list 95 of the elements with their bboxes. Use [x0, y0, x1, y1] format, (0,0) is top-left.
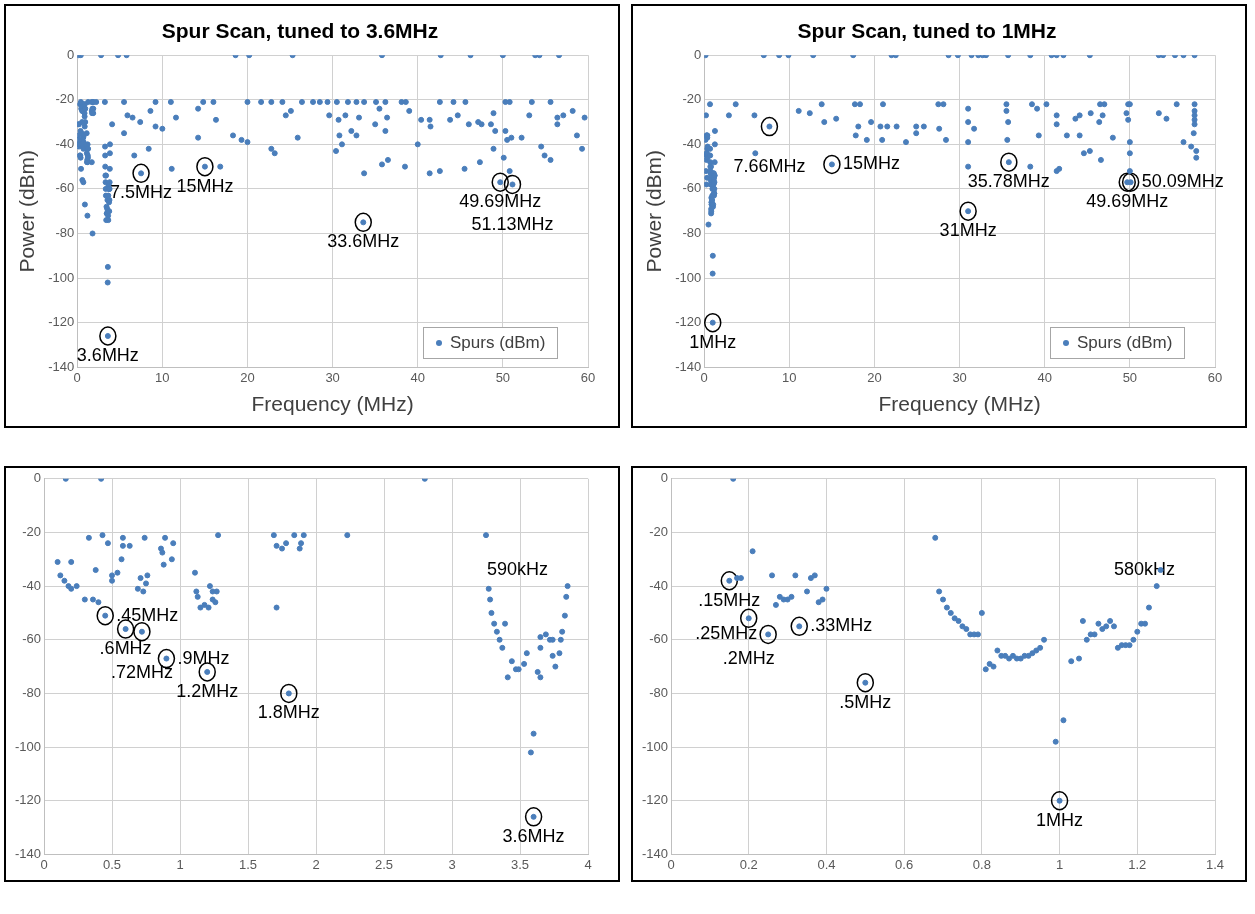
annotation: 35.78MHz — [967, 171, 1050, 192]
annotation: 580kHz — [1113, 559, 1175, 580]
y-tick-label: -100 — [48, 269, 75, 285]
y-tick-label: 0 — [660, 470, 669, 486]
y-tick-label: -20 — [22, 524, 42, 540]
annotation: 31MHz — [939, 220, 997, 241]
x-tick-label: 0.5 — [102, 856, 122, 872]
x-tick-label: 1.5 — [238, 856, 258, 872]
y-tick-label: -20 — [649, 524, 669, 540]
y-tick-label: -120 — [48, 314, 75, 330]
y-tick-label: -60 — [649, 631, 669, 647]
annotation: 49.69MHz — [1086, 191, 1169, 212]
x-tick-label: 2.5 — [374, 856, 394, 872]
y-tick-label: -40 — [682, 135, 702, 151]
chart-title: Spur Scan, tuned to 1MHz — [797, 19, 1057, 43]
annotation: 7.66MHz — [733, 156, 806, 177]
chart-title: Spur Scan, tuned to 3.6MHz — [161, 19, 439, 43]
x-tick-label: 10 — [155, 369, 170, 385]
y-tick-label: -140 — [641, 845, 669, 861]
x-tick-label: 60 — [1207, 369, 1223, 385]
x-tick-label: 60 — [580, 369, 596, 385]
y-tick-label: -40 — [55, 135, 75, 151]
annotation: 33.6MHz — [327, 231, 400, 252]
x-tick-label: 40 — [410, 369, 425, 385]
annotation: 590kHz — [486, 559, 548, 580]
x-tick-label: 3 — [448, 856, 456, 872]
x-axis-title: Frequency (MHz) — [878, 392, 1041, 416]
annotation: .5MHz — [839, 691, 892, 712]
y-tick-label: -120 — [675, 314, 702, 330]
annotation: 7.5MHz — [110, 182, 173, 203]
annotation: 51.13MHz — [471, 214, 554, 235]
y-tick-label: -100 — [675, 269, 702, 285]
y-tick-label: -100 — [641, 738, 669, 754]
annotation: 3.6MHz — [502, 825, 565, 846]
y-tick-label: -120 — [14, 792, 42, 808]
x-tick-label: 30 — [952, 369, 967, 385]
x-tick-label: 30 — [325, 369, 340, 385]
x-tick-label: 20 — [240, 369, 255, 385]
x-tick-label: 10 — [782, 369, 797, 385]
y-tick-label: -140 — [48, 358, 75, 374]
annotation: 1MHz — [689, 331, 737, 352]
annotation: 3.6MHz — [76, 344, 139, 365]
x-tick-label: 0.8 — [972, 856, 991, 872]
y-axis-title: Power (dBm) — [15, 149, 39, 273]
x-tick-label: 0.4 — [817, 856, 836, 872]
x-tick-label: 20 — [867, 369, 882, 385]
y-tick-label: -60 — [55, 180, 75, 196]
x-tick-label: 1 — [1055, 856, 1064, 872]
x-axis-title: Frequency (MHz) — [251, 392, 414, 416]
annotation: 15MHz — [842, 153, 900, 174]
y-tick-label: -80 — [649, 685, 669, 701]
x-tick-label: 40 — [1037, 369, 1052, 385]
annotation: 49.69MHz — [459, 191, 542, 212]
x-tick-label: 3.5 — [510, 856, 530, 872]
y-tick-label: -60 — [22, 631, 42, 647]
y-tick-label: -20 — [682, 91, 702, 107]
annotation: .2MHz — [722, 648, 775, 669]
y-tick-label: -60 — [682, 180, 702, 196]
y-tick-label: -20 — [55, 91, 75, 107]
annotation: 1.2MHz — [176, 680, 239, 701]
y-tick-label: -40 — [649, 577, 669, 593]
annotation: .9MHz — [177, 647, 230, 668]
legend-label: Spurs (dBm) — [1077, 333, 1173, 354]
x-tick-label: 1 — [176, 856, 184, 872]
annotation: 50.09MHz — [1141, 171, 1224, 192]
x-tick-label: 0.6 — [895, 856, 914, 872]
y-tick-label: 0 — [33, 470, 42, 486]
y-tick-label: -140 — [14, 845, 42, 861]
x-tick-label: 0.2 — [739, 856, 758, 872]
x-tick-label: 50 — [495, 369, 511, 385]
y-tick-label: -80 — [682, 225, 702, 241]
x-tick-label: 1.4 — [1205, 856, 1225, 872]
annotation: .45MHz — [116, 604, 179, 625]
y-tick-label: -40 — [22, 577, 42, 593]
x-tick-label: 4 — [584, 856, 592, 872]
annotation: 15MHz — [176, 175, 234, 196]
y-tick-label: -120 — [641, 792, 669, 808]
y-tick-label: 0 — [66, 46, 75, 62]
legend-label: Spurs (dBm) — [450, 333, 546, 354]
annotation: .33MHz — [810, 615, 873, 636]
y-tick-label: -80 — [22, 685, 42, 701]
y-tick-label: -140 — [675, 358, 702, 374]
annotation: .25MHz — [695, 623, 758, 644]
annotation: .15MHz — [698, 589, 761, 610]
x-tick-label: 1.2 — [1128, 856, 1147, 872]
y-tick-label: -80 — [55, 225, 75, 241]
x-tick-label: 2 — [312, 856, 320, 872]
annotation: 1.8MHz — [257, 702, 320, 723]
y-tick-label: 0 — [693, 46, 702, 62]
annotation: .72MHz — [110, 661, 173, 682]
y-tick-label: -100 — [14, 738, 42, 754]
x-tick-label: 50 — [1122, 369, 1138, 385]
y-axis-title: Power (dBm) — [642, 149, 666, 273]
annotation: 1MHz — [1036, 809, 1084, 830]
annotation: .6MHz — [99, 638, 152, 659]
